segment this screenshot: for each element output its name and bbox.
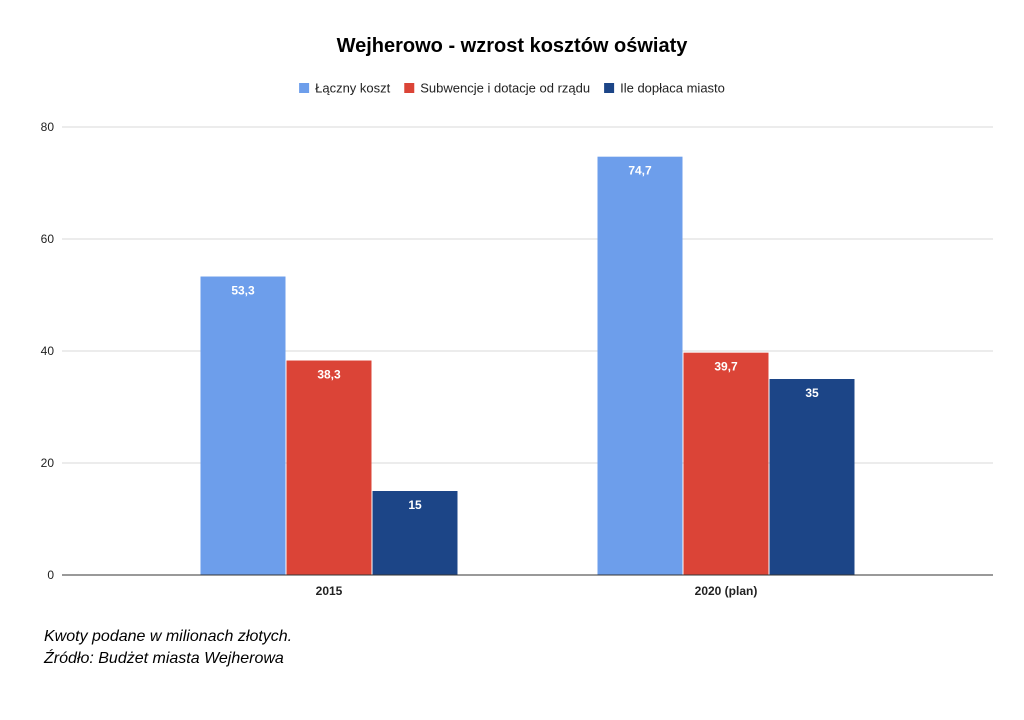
legend-swatch <box>604 83 615 93</box>
data-label: 15 <box>408 498 422 512</box>
footnote-units: Kwoty podane w milionach złotych. <box>44 628 293 645</box>
x-category-label: 2020 (plan) <box>695 584 758 598</box>
legend-label: Subwencje i dotacje od rządu <box>420 81 590 96</box>
bar-2-2 <box>683 352 769 575</box>
y-tick-label: 40 <box>41 344 55 358</box>
bar-3-1 <box>372 491 458 575</box>
legend-item: Ile dopłaca miasto <box>604 81 725 96</box>
data-label: 53,3 <box>231 284 255 298</box>
legend-label: Łączny koszt <box>315 81 391 96</box>
y-tick-label: 20 <box>41 456 55 470</box>
y-tick-label: 0 <box>47 568 54 582</box>
legend-item: Subwencje i dotacje od rządu <box>404 81 590 96</box>
bar-2-1 <box>286 360 372 575</box>
y-tick-label: 80 <box>41 120 55 134</box>
bars: 53,3 38,3 15 74,7 39,7 35 <box>200 156 855 575</box>
data-label: 35 <box>805 386 819 400</box>
footnote-source: Źródło: Budżet miasta Wejherowa <box>44 650 284 667</box>
data-label: 38,3 <box>317 368 341 382</box>
chart-title: Wejherowo - wzrost kosztów oświaty <box>337 35 689 57</box>
x-category-label: 2015 <box>316 584 343 598</box>
y-tick-label: 60 <box>41 232 55 246</box>
y-axis: 0 20 40 60 80 <box>41 120 55 582</box>
data-label: 74,7 <box>628 164 652 178</box>
legend-item: Łączny koszt <box>299 81 391 96</box>
bar-1-2 <box>597 156 683 575</box>
bar-1-1 <box>200 276 286 575</box>
legend-swatch <box>404 83 415 93</box>
legend-swatch <box>299 83 310 93</box>
x-axis: 2015 2020 (plan) <box>62 574 993 598</box>
legend: Łączny koszt Subwencje i dotacje od rządu… <box>299 81 725 96</box>
data-label: 39,7 <box>714 360 738 374</box>
bar-3-2 <box>769 379 855 575</box>
legend-label: Ile dopłaca miasto <box>620 81 725 96</box>
